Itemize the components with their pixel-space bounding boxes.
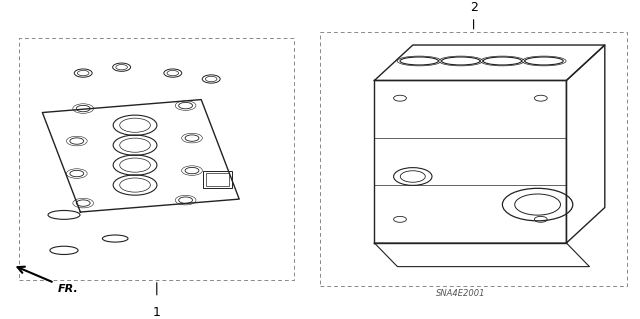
Text: 2: 2: [470, 1, 477, 14]
Bar: [204, 171, 232, 188]
Text: SNA4E2001: SNA4E2001: [436, 289, 486, 298]
Text: FR.: FR.: [58, 284, 78, 294]
Bar: [206, 173, 229, 186]
Text: 1: 1: [153, 307, 161, 319]
